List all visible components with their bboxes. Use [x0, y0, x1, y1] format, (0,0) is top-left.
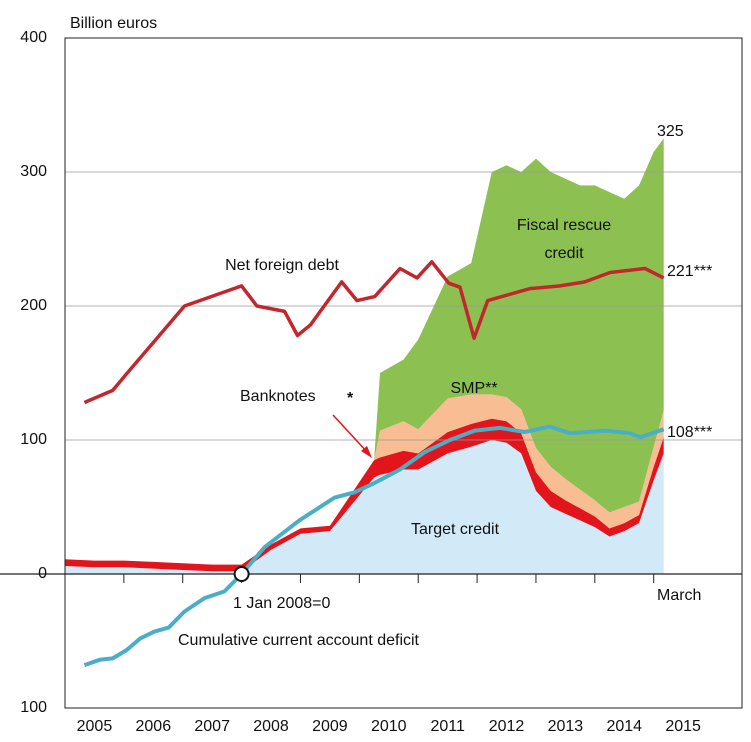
- y-tick-label: 100: [20, 699, 47, 716]
- x-tick-label: 2008: [253, 718, 289, 735]
- annotation: *: [347, 390, 354, 407]
- annotation: credit: [544, 245, 584, 262]
- y-tick-label: 400: [20, 29, 47, 46]
- banknotes-arrow: [332, 414, 369, 454]
- annotation: 1 Jan 2008=0: [233, 595, 331, 612]
- series-line: [83, 260, 665, 405]
- annotation: March: [657, 587, 701, 604]
- y-tick-label: 200: [20, 297, 47, 314]
- y-axis-label: Billion euros: [70, 15, 157, 32]
- x-tick-label: 2015: [665, 718, 701, 735]
- stacked-area: [65, 440, 664, 574]
- annotation: 221***: [667, 263, 712, 280]
- x-tick-label: 2010: [371, 718, 407, 735]
- labels: 400 300 200 100 0 100 2005 2006 2007 2008 2009 2010…: [20, 29, 712, 735]
- annotation: Net foreign debt: [225, 257, 339, 274]
- x-tick-label: 2014: [606, 718, 642, 735]
- annotation: SMP**: [450, 380, 497, 397]
- stacked-area: [65, 138, 664, 565]
- annotation: Fiscal rescue: [517, 217, 611, 234]
- x-tick-label: 2005: [77, 718, 113, 735]
- y-tick-label: 100: [20, 431, 47, 448]
- y-tick-label: 300: [20, 163, 47, 180]
- annotation: Banknotes: [240, 388, 316, 405]
- areas: [65, 138, 664, 574]
- x-tick-label: 2006: [136, 718, 172, 735]
- y-tick-label: 0: [38, 565, 47, 582]
- annotation: Target credit: [411, 521, 500, 538]
- series-line: [83, 424, 665, 667]
- stacked-area: [65, 418, 664, 572]
- stacked-area: [65, 394, 664, 565]
- annotation: 108***: [667, 424, 712, 441]
- plot-frame: [64, 37, 743, 709]
- x-tick-label: 2011: [430, 718, 465, 735]
- annotation: Cumulative current account deficit: [178, 632, 420, 649]
- x-tick-label: 2012: [489, 718, 525, 735]
- x-tick-label: 2013: [548, 718, 584, 735]
- x-tick-label: 2009: [312, 718, 348, 735]
- lines: [83, 260, 665, 667]
- x-tick-label: 2007: [194, 718, 230, 735]
- banknotes-arrowhead: [361, 446, 372, 458]
- annotation: 325: [657, 123, 684, 140]
- zero-marker: [233, 566, 250, 582]
